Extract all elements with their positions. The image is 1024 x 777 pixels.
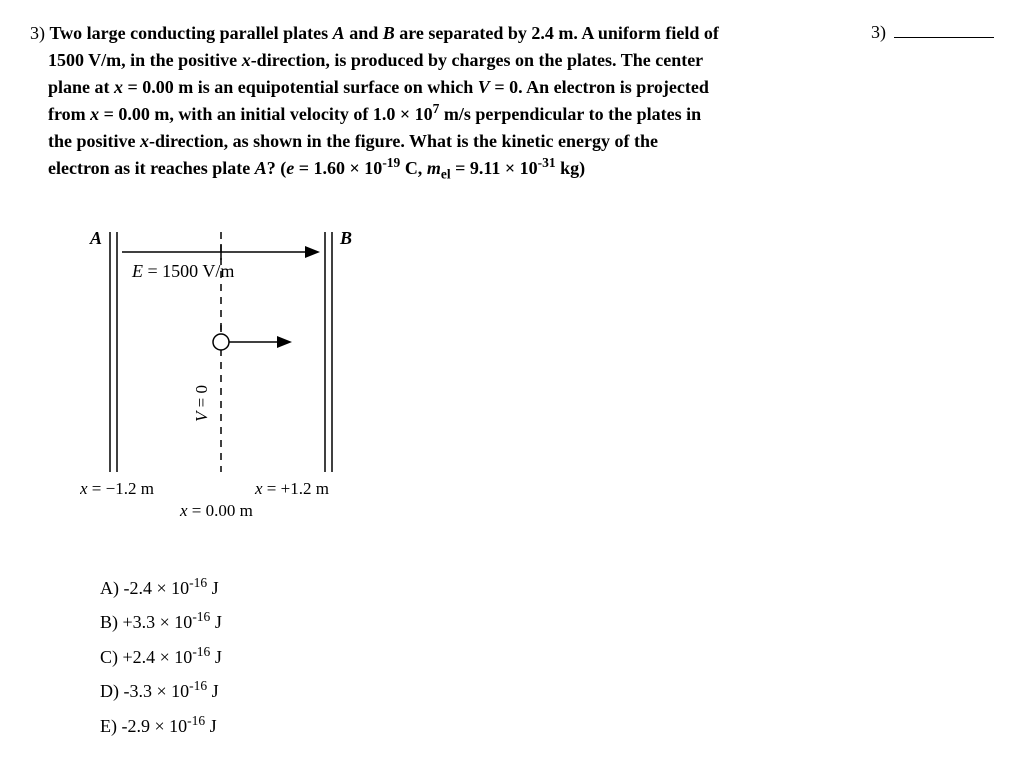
choice-b-unit: J (210, 612, 222, 632)
x-left-label: x = −1.2 m (80, 479, 154, 498)
choice-e-exp: -16 (187, 713, 205, 728)
q-line6-m: m (427, 158, 441, 178)
choice-b: B) +3.3 × 10-16 J (100, 606, 841, 638)
answer-number: 3) (871, 22, 886, 43)
q-line2-prefix: 1500 V/m, in the positive (48, 50, 242, 70)
q-line1-B: B (383, 23, 395, 43)
electron-circle (213, 334, 229, 350)
q-line6-prefix: electron as it reaches plate (48, 158, 255, 178)
q-line3-mid1: = 0.00 m is an equipotential surface on … (123, 77, 478, 97)
choice-a-val: -2.4 × 10 (119, 578, 189, 598)
choice-c-unit: J (210, 647, 222, 667)
q-line4-mid1: = 0.00 m, with an initial velocity of 1.… (99, 104, 433, 124)
q-line1-mid2: are separated by 2.4 m. A uniform field … (395, 23, 719, 43)
q-line3-prefix: plane at (48, 77, 114, 97)
q-line6-suffix: kg) (556, 158, 586, 178)
q-line3-V: V (478, 77, 490, 97)
choice-c-val: +2.4 × 10 (118, 647, 192, 667)
question-text: 3) Two large conducting parallel plates … (30, 20, 841, 182)
choice-e-unit: J (205, 716, 217, 736)
q-line6-exp1: -19 (382, 155, 400, 170)
q-line6-A: A (255, 158, 267, 178)
velocity-arrow-head (277, 336, 292, 348)
diagram-svg: A B E = 1500 V/m V = 0 x (80, 212, 400, 542)
choice-c-label: C) (100, 647, 118, 667)
choice-c-exp: -16 (192, 644, 210, 659)
choice-a-exp: -16 (189, 575, 207, 590)
q-line6-mid3: C, (400, 158, 427, 178)
q-line2-x: x (242, 50, 251, 70)
q-line1-mid1: and (345, 23, 383, 43)
choice-a: A) -2.4 × 10-16 J (100, 572, 841, 604)
plate-b-label: B (339, 228, 352, 248)
choice-d-exp: -16 (189, 678, 207, 693)
x-right-label: x = +1.2 m (254, 479, 329, 498)
diagram: A B E = 1500 V/m V = 0 x (80, 212, 400, 542)
choice-b-exp: -16 (192, 609, 210, 624)
q-line5-suffix: -direction, as shown in the figure. What… (149, 131, 658, 151)
q-line2-suffix: -direction, is produced by charges on th… (251, 50, 704, 70)
q-line4-x: x (90, 104, 99, 124)
q-line6-mid1: ? ( (267, 158, 287, 178)
q-line3-suffix: = 0. An electron is projected (490, 77, 709, 97)
blank-line (894, 22, 994, 38)
q-line6-exp2: -31 (538, 155, 556, 170)
e-arrow-head (305, 246, 320, 258)
choice-d-unit: J (207, 681, 219, 701)
choice-a-label: A) (100, 578, 119, 598)
choice-a-unit: J (207, 578, 219, 598)
choice-e-val: -2.9 × 10 (117, 716, 187, 736)
x-mid-label: x = 0.00 m (179, 501, 253, 520)
question-container: 3) Two large conducting parallel plates … (30, 20, 994, 744)
q-line6-sub: el (441, 167, 451, 182)
answer-blank: 3) (871, 20, 994, 43)
q-line1-prefix: Two large conducting parallel plates (50, 23, 333, 43)
choice-b-label: B) (100, 612, 118, 632)
question-number: 3) (30, 23, 45, 43)
q-line6-mid2: = 1.60 × 10 (294, 158, 382, 178)
choice-e-label: E) (100, 716, 117, 736)
choice-d-label: D) (100, 681, 119, 701)
choice-c: C) +2.4 × 10-16 J (100, 641, 841, 673)
e-label: E = 1500 V/m (131, 261, 234, 281)
q-line5-prefix: the positive (48, 131, 140, 151)
choice-b-val: +3.3 × 10 (118, 612, 192, 632)
question-body: 3) Two large conducting parallel plates … (30, 20, 841, 744)
choice-d: D) -3.3 × 10-16 J (100, 675, 841, 707)
q-line4-prefix: from (48, 104, 90, 124)
q-line3-x: x (114, 77, 123, 97)
choice-e: E) -2.9 × 10-16 J (100, 710, 841, 742)
q-line4-suffix: m/s perpendicular to the plates in (439, 104, 701, 124)
q-line6-mid4: = 9.11 × 10 (451, 158, 538, 178)
choices: A) -2.4 × 10-16 J B) +3.3 × 10-16 J C) +… (100, 572, 841, 742)
v-zero-label: V = 0 (192, 385, 211, 422)
q-line5-x: x (140, 131, 149, 151)
q-line1-A: A (333, 23, 345, 43)
choice-d-val: -3.3 × 10 (119, 681, 189, 701)
plate-a-label: A (89, 228, 102, 248)
